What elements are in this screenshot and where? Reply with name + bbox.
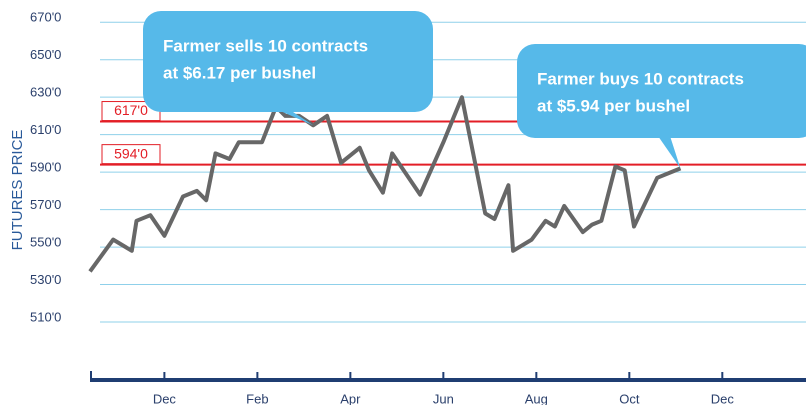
callout-box xyxy=(143,11,433,112)
y-tick-label: 610'0 xyxy=(30,122,61,137)
y-tick-label: 530'0 xyxy=(30,272,61,287)
y-tick-label: 550'0 xyxy=(30,235,61,250)
callout-pointer xyxy=(658,136,681,169)
reference-label-box xyxy=(101,144,161,165)
reference-label: 594'0 xyxy=(114,145,148,161)
callout-pointer xyxy=(278,110,314,126)
y-tick-label: 630'0 xyxy=(30,85,61,100)
y-tick-label: 590'0 xyxy=(30,160,61,175)
x-tick-label: Aug xyxy=(525,391,548,405)
callout-text: Farmer sells 10 contracts xyxy=(163,36,368,55)
x-tick-label: Dec xyxy=(711,391,735,405)
x-tick-label: Oct xyxy=(619,391,640,405)
x-tick-label: Jun xyxy=(433,391,454,405)
y-tick-label: 650'0 xyxy=(30,47,61,62)
callout-text: Farmer buys 10 contracts xyxy=(537,69,744,88)
y-tick-label: 670'0 xyxy=(30,10,61,25)
y-axis-label: FUTURES PRICE xyxy=(9,130,26,251)
reference-label: 617'0 xyxy=(114,102,148,118)
x-tick-label: Feb xyxy=(246,391,268,405)
callout-text: at $6.17 per bushel xyxy=(163,63,316,82)
callout-box xyxy=(517,44,806,138)
y-tick-label: 510'0 xyxy=(30,309,61,324)
price-line xyxy=(88,95,682,273)
callout-text: at $5.94 per bushel xyxy=(537,96,690,115)
y-tick-label: 570'0 xyxy=(30,197,61,212)
x-tick-label: Apr xyxy=(340,391,361,405)
x-tick-label: Dec xyxy=(153,391,177,405)
